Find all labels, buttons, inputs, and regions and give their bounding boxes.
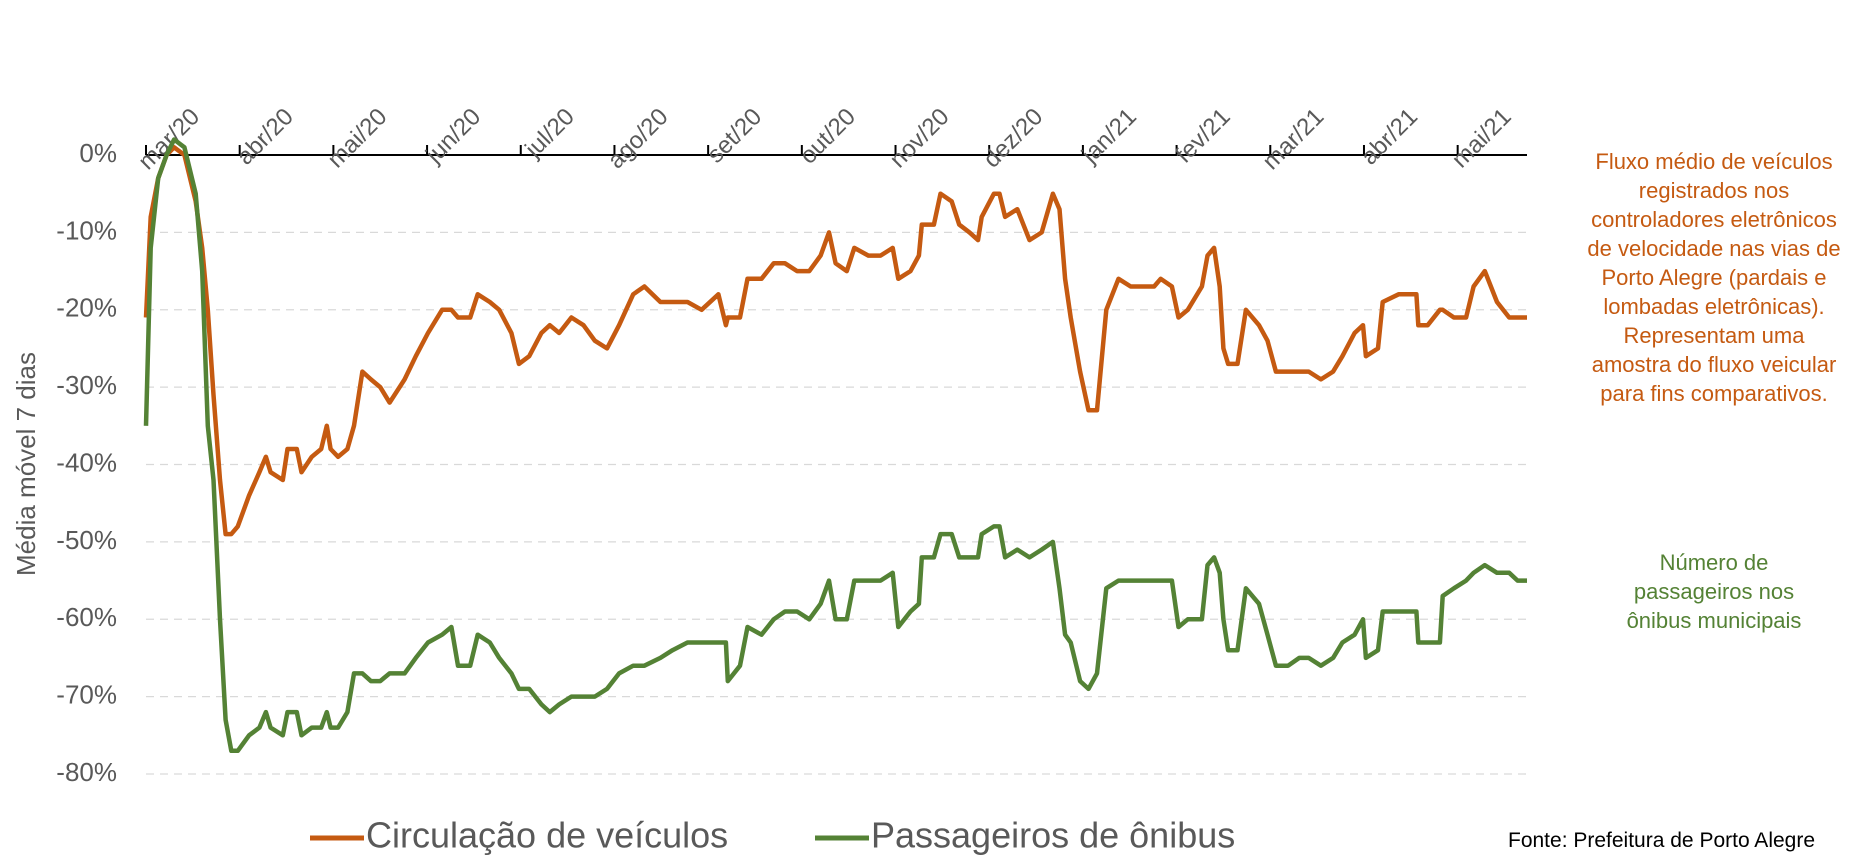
annotation-line: Fluxo médio de veículos [1595, 149, 1832, 174]
y-tick-label: -60% [56, 602, 117, 632]
x-tick-label: mar/20 [133, 103, 205, 175]
annotation-line: lombadas eletrônicas). [1603, 294, 1824, 319]
y-axis-title: Média móvel 7 dias [11, 352, 41, 576]
x-tick-label: mai/20 [322, 103, 392, 173]
x-tick-label: jan/21 [1076, 103, 1142, 169]
annotation-line: Representam uma [1624, 323, 1806, 348]
y-tick-label: -80% [56, 757, 117, 787]
x-tick-label: ago/20 [603, 103, 674, 174]
x-tick-label: abr/20 [232, 103, 299, 170]
annotation-line: registrados nos [1639, 178, 1789, 203]
series-line [143, 145, 1527, 537]
x-tick-label: mar/21 [1257, 103, 1329, 175]
annotation-line: Número de [1660, 550, 1769, 575]
y-tick-label: -30% [56, 370, 117, 400]
source: Fonte: Prefeitura de Porto Alegre [1508, 829, 1815, 852]
y-tick-label: 0% [79, 138, 117, 168]
annotation-line: passageiros nos [1634, 579, 1794, 604]
y-tick-label: -70% [56, 680, 117, 710]
x-tick-label: fev/21 [1170, 103, 1235, 168]
x-tick-label: mai/21 [1447, 103, 1517, 173]
annotation-line: ônibus municipais [1627, 608, 1802, 633]
annotation-line: para fins comparativos. [1600, 381, 1827, 406]
y-tick-label: -10% [56, 215, 117, 245]
x-tick-label: set/20 [702, 103, 767, 168]
x-tick-label: out/20 [795, 103, 861, 169]
annotation-line: controladores eletrônicos [1591, 207, 1837, 232]
annotation-line: amostra do fluxo veicular [1592, 352, 1837, 377]
x-tick-label: nov/20 [885, 103, 955, 173]
x-tick-label: abr/21 [1356, 103, 1423, 170]
x-tick-label: dez/20 [978, 103, 1048, 173]
x-tick-label: jun/20 [420, 103, 486, 169]
annotation-line: de velocidade nas vias de [1587, 236, 1840, 261]
legend-label: Circulação de veículos [366, 815, 728, 856]
series-line [143, 137, 1527, 754]
y-tick-label: -20% [56, 293, 117, 323]
annotation-line: Porto Alegre (pardais e [1601, 265, 1826, 290]
legend-label: Passageiros de ônibus [871, 815, 1235, 856]
y-tick-label: -40% [56, 447, 117, 477]
y-tick-label: -50% [56, 525, 117, 555]
